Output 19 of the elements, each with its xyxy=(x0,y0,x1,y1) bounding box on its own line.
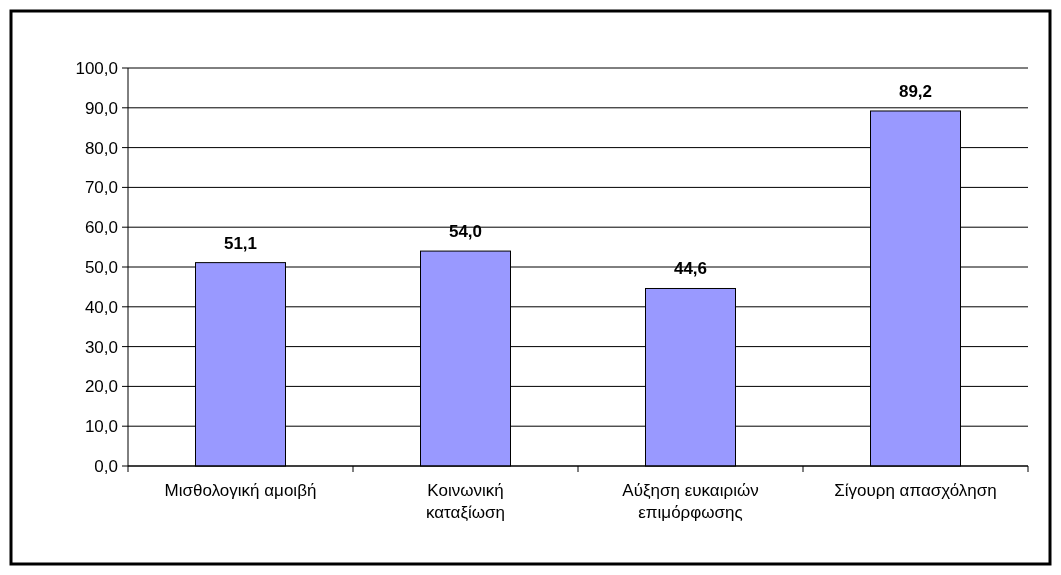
data-label: 44,6 xyxy=(673,259,708,279)
x-tick-label: Κοινωνική καταξίωση xyxy=(425,481,506,522)
y-tick-label: 40,0 xyxy=(84,297,118,317)
y-tick-label: 100,0 xyxy=(75,58,118,78)
data-label: 89,2 xyxy=(898,81,933,101)
data-label: 54,0 xyxy=(448,222,483,242)
x-tick-label: Μισθολογική αμοιβή xyxy=(164,481,317,500)
y-tick-label: 70,0 xyxy=(84,178,118,198)
y-tick-label: 10,0 xyxy=(84,417,118,437)
x-tick-label: Αύξηση ευκαιριών επιμόρφωσης xyxy=(622,481,759,522)
y-tick-label: 90,0 xyxy=(84,98,118,118)
y-tick-label: 60,0 xyxy=(84,218,118,238)
y-tick-label: 80,0 xyxy=(84,138,118,158)
y-tick-label: 0,0 xyxy=(94,456,118,476)
data-label: 51,1 xyxy=(223,233,258,253)
y-tick-label: 20,0 xyxy=(84,377,118,397)
x-tick-label: Σίγουρη απασχόληση xyxy=(834,481,997,500)
y-tick-label: 50,0 xyxy=(84,257,118,277)
y-tick-label: 30,0 xyxy=(84,337,118,357)
